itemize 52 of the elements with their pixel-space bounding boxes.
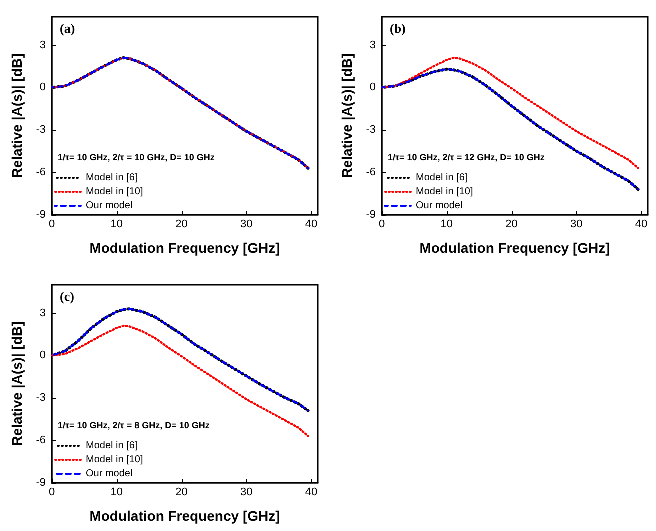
y-axis-title: Relative |A(s)| [dB] xyxy=(9,322,26,446)
y-tick-label: -3 xyxy=(36,392,46,404)
annotation: 1/τ= 10 GHz, 2/τ = 10 GHz, D= 10 GHz xyxy=(58,152,216,162)
legend-label: Our model xyxy=(86,200,133,212)
x-tick-label: 0 xyxy=(378,218,386,230)
y-tick-label: 3 xyxy=(40,39,46,52)
x-tick-label: 10 xyxy=(110,486,124,498)
y-tick-label: 0 xyxy=(370,82,376,94)
x-tick-label: 30 xyxy=(570,218,583,230)
x-axis-title: Modulation Frequency [GHz] xyxy=(420,240,610,256)
y-tick-label: -9 xyxy=(366,209,376,221)
annotation: (a) xyxy=(60,21,76,36)
x-tick-label: 10 xyxy=(110,218,124,230)
x-tick-label: 10 xyxy=(440,218,454,230)
y-axis-title: Relative |A(s)| [dB] xyxy=(339,54,356,178)
x-tick-label: 20 xyxy=(176,486,188,498)
y-tick-label: -9 xyxy=(36,477,46,489)
legend-label: Model in [10] xyxy=(86,186,144,198)
legend-label: Model in [6] xyxy=(86,440,138,452)
y-tick-label: -3 xyxy=(36,124,46,136)
legend-label: Our model xyxy=(86,468,133,480)
legend-label: Model in [6] xyxy=(416,172,468,184)
y-tick-label: -6 xyxy=(366,166,376,179)
y-tick-label: -6 xyxy=(36,434,46,447)
y-axis-title: Relative |A(s)| [dB] xyxy=(9,54,26,178)
y-tick-label: 3 xyxy=(40,307,46,320)
x-tick-label: 20 xyxy=(176,218,188,230)
y-tick-label: 0 xyxy=(40,350,46,362)
line-series xyxy=(50,324,310,438)
x-tick-label: 0 xyxy=(48,218,56,230)
annotation: (c) xyxy=(60,289,74,304)
y-tick-label: -6 xyxy=(36,166,46,179)
x-tick-label: 30 xyxy=(240,218,253,230)
x-axis-title: Modulation Frequency [GHz] xyxy=(90,240,280,256)
y-tick-label: -3 xyxy=(366,124,376,136)
legend-label: Model in [6] xyxy=(86,172,138,184)
y-tick-label: 3 xyxy=(370,39,376,52)
annotation: 1/τ= 10 GHz, 2/τ = 12 GHz, D= 10 GHz xyxy=(388,152,546,162)
x-tick-label: 30 xyxy=(240,486,253,498)
x-tick-label: 40 xyxy=(635,218,648,230)
x-axis-title: Modulation Frequency [GHz] xyxy=(90,508,280,524)
x-tick-label: 40 xyxy=(305,486,318,498)
legend-label: Our model xyxy=(416,200,463,212)
annotation: (b) xyxy=(390,21,406,36)
annotation: 1/τ= 10 GHz, 2/τ = 8 GHz, D= 10 GHz xyxy=(58,420,210,430)
x-tick-label: 0 xyxy=(48,486,56,498)
y-tick-label: -9 xyxy=(36,209,46,221)
x-tick-label: 40 xyxy=(305,218,318,230)
x-tick-label: 20 xyxy=(506,218,518,230)
legend-label: Model in [10] xyxy=(416,186,474,198)
y-tick-label: 0 xyxy=(40,82,46,94)
legend-label: Model in [10] xyxy=(86,454,144,466)
